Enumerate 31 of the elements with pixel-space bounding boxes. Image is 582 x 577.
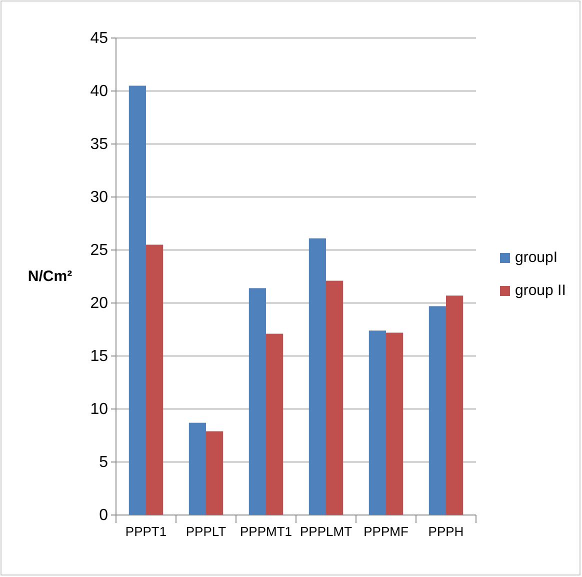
x-tick-label: PPPT1 (125, 524, 167, 540)
bar (206, 431, 224, 515)
y-tick-label: 5 (99, 454, 108, 472)
x-tick-label: PPPLMT (300, 524, 352, 540)
bar (146, 244, 164, 515)
bar (368, 330, 386, 515)
bar (386, 332, 404, 515)
bar (446, 296, 464, 515)
bar (248, 288, 266, 515)
bar (266, 334, 284, 515)
y-tick-label: 45 (90, 30, 108, 48)
y-tick-label: 25 (90, 242, 108, 260)
y-tick-label: 15 (90, 348, 108, 366)
bar (308, 238, 326, 515)
bar (188, 422, 206, 515)
x-tick-label: PPPMF (364, 524, 408, 540)
x-tick-label: PPPMT1 (240, 524, 292, 540)
x-tick-label: PPPLT (186, 524, 226, 540)
bar (128, 86, 146, 515)
y-tick-label: 35 (90, 136, 108, 154)
y-tick-label: 0 (99, 507, 108, 524)
y-tick-label: 10 (90, 401, 108, 418)
bar (428, 306, 446, 515)
y-tick-label: 40 (90, 83, 108, 100)
y-tick-label: 20 (90, 295, 108, 312)
legend-label: groupI (515, 249, 558, 266)
y-tick-label: 30 (90, 189, 108, 206)
x-tick-label: PPPH (428, 524, 464, 540)
legend-label: group II (515, 282, 566, 299)
bar (326, 280, 344, 515)
y-axis-title: N/Cm² (28, 268, 72, 285)
